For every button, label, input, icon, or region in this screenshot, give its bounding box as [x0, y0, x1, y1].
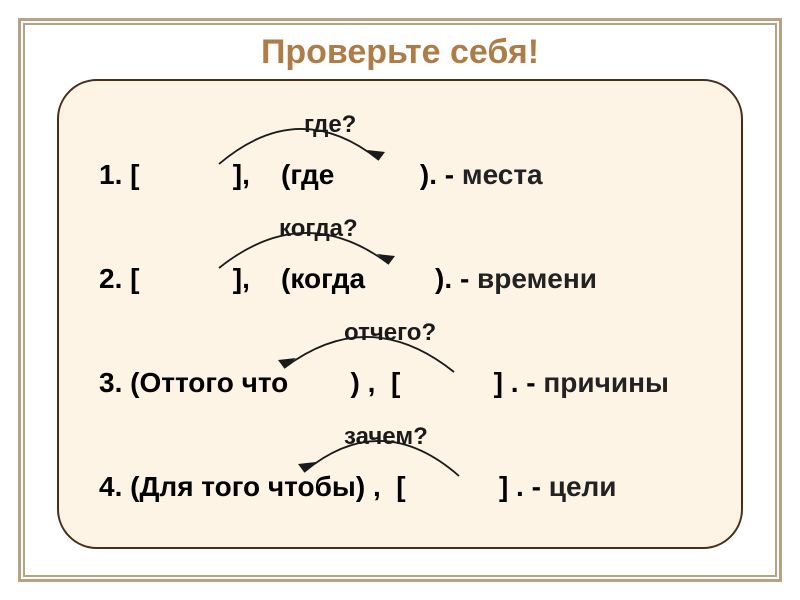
content-box: где? 1. [ ], (где ). - места когда? 2. […	[57, 79, 743, 549]
type-1: места	[462, 159, 543, 191]
type-2: времени	[477, 263, 597, 295]
arc-arrow-1	[199, 116, 399, 166]
row-1: где? 1. [ ], (где ). - места	[99, 101, 701, 205]
row-3: отчего? 3. (Оттого что ) , [ ] . - причи…	[99, 309, 701, 413]
type-3: причины	[543, 367, 669, 399]
type-4: цели	[549, 471, 617, 503]
question-label-1: где?	[304, 111, 356, 139]
question-label-3: отчего?	[344, 319, 436, 347]
question-label-4: зачем?	[344, 423, 428, 451]
row-4: зачем? 4. (Для того чтобы) , [ ] . - цел…	[99, 413, 701, 517]
row-2: когда? 2. [ ], (когда ). - времени	[99, 205, 701, 309]
outer-frame: Проверьте себя! где? 1. [ ], (где ). - м…	[18, 18, 782, 582]
question-label-2: когда?	[279, 215, 358, 243]
page-title: Проверьте себя!	[25, 33, 775, 72]
inner-frame: Проверьте себя! где? 1. [ ], (где ). - м…	[23, 23, 777, 577]
